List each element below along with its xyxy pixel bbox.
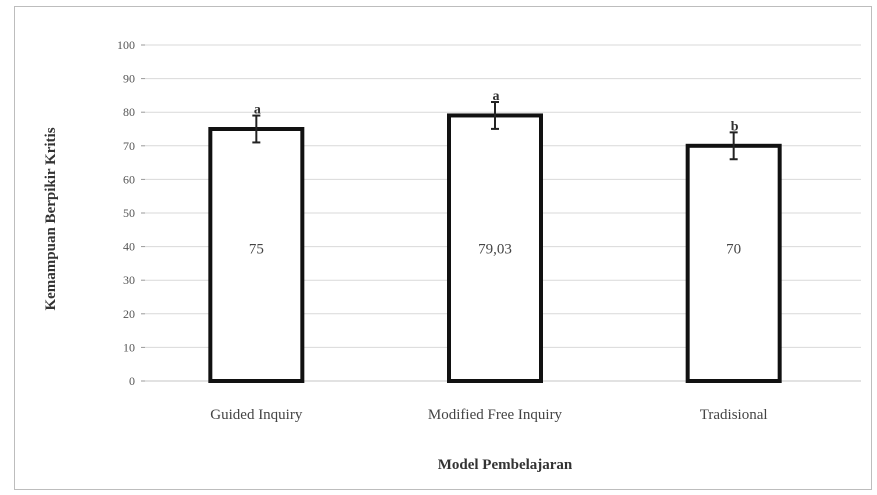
chart-frame: 0 10 20 30 40 50 60 70 80 90 100 a 75 a 79,03 b 70 Guid… <box>14 6 872 490</box>
bar <box>685 143 782 383</box>
x-tick-label: Tradisional <box>700 407 768 423</box>
bar-chart: 0 10 20 30 40 50 60 70 80 90 100 a 75 a 79,03 b 70 Guid… <box>43 38 861 473</box>
y-tick-label: 60 <box>123 172 135 186</box>
x-axis-label: Model Pembelajaran <box>438 457 573 473</box>
significance-label: a <box>254 103 261 118</box>
y-tick-label: 20 <box>123 307 135 321</box>
y-tick-label: 100 <box>117 38 135 52</box>
y-tick-label: 80 <box>123 105 135 119</box>
significance-label: b <box>731 119 739 134</box>
data-label: 75 <box>249 241 264 257</box>
bar <box>208 127 305 383</box>
y-tick-label: 30 <box>123 273 135 287</box>
y-tick-label: 90 <box>123 72 135 86</box>
bar <box>447 113 543 383</box>
significance-label: a <box>493 89 500 104</box>
data-label: 70 <box>726 241 741 257</box>
x-tick-label: Guided Inquiry <box>210 407 303 423</box>
y-tick-label: 50 <box>123 206 135 220</box>
x-category-labels: Guided Inquiry Modified Free Inquiry Tradi… <box>210 407 767 423</box>
y-tick-label: 70 <box>123 139 135 153</box>
data-label: 79,03 <box>478 241 512 257</box>
y-tick-label: 40 <box>123 240 135 254</box>
y-axis-label: Kemampuan Berpikir Kritis <box>43 127 59 310</box>
y-tick-label: 10 <box>123 340 135 354</box>
x-tick-label: Modified Free Inquiry <box>428 407 563 423</box>
y-tick-labels: 0 10 20 30 40 50 60 70 80 90 100 <box>117 38 135 388</box>
y-tick-label: 0 <box>129 374 135 388</box>
bars: a 75 a 79,03 b 70 <box>208 89 782 383</box>
